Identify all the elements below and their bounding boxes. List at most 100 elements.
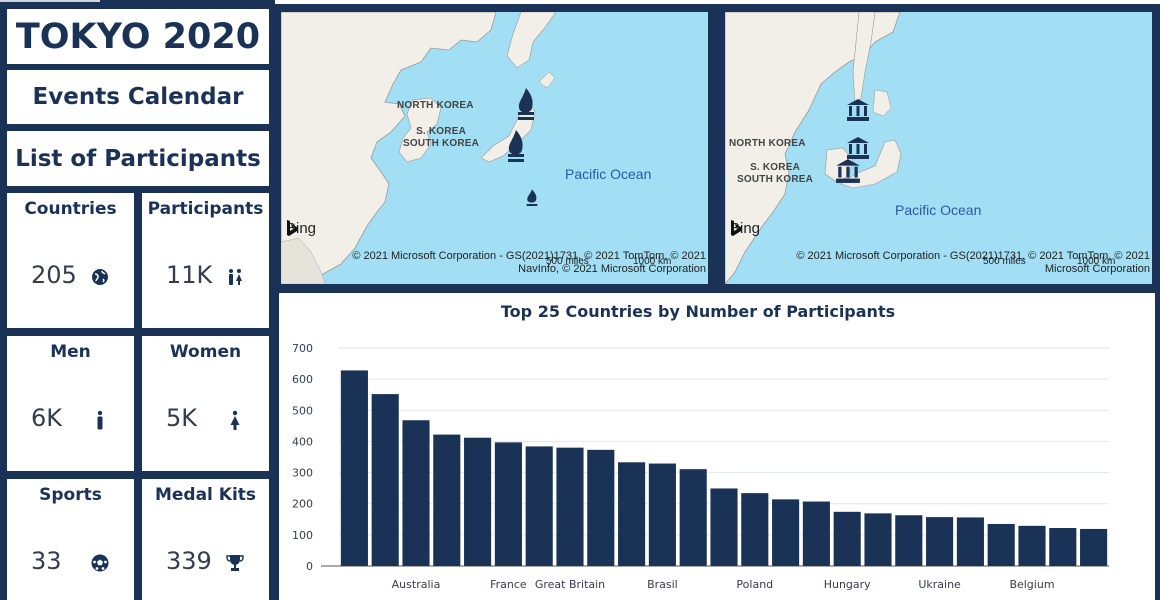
- bar: [1049, 528, 1077, 566]
- card-title: Participants: [147, 199, 264, 219]
- bar: [802, 501, 830, 566]
- bar: [494, 442, 522, 566]
- ocean-label: Pacific Ocean: [565, 166, 652, 182]
- south-korea-label: S. KOREA SOUTH KOREA: [737, 162, 814, 185]
- x-tick-label: Hungary: [824, 578, 871, 591]
- bar: [833, 511, 861, 566]
- y-tick-label: 100: [292, 529, 313, 542]
- women-card: Women 5K: [142, 336, 269, 471]
- medal-kits-card: Medal Kits 339: [142, 479, 269, 600]
- top-border-line: [0, 0, 100, 2]
- woman-icon: [230, 410, 240, 430]
- card-title: Men: [50, 342, 91, 362]
- map-left[interactable]: NORTH KOREA S. KOREA SOUTH KOREA Pacific…: [281, 12, 708, 284]
- people-icon: [229, 269, 242, 285]
- countries-card: Countries 205: [7, 193, 134, 328]
- north-korea-label: NORTH KOREA: [729, 138, 806, 149]
- bar: [433, 434, 461, 566]
- page-title-text: TOKYO 2020: [15, 16, 261, 57]
- north-korea-label: NORTH KOREA: [397, 100, 474, 111]
- olympic-flame-icon[interactable]: [515, 86, 537, 126]
- scale-miles: 500 miles: [546, 256, 589, 267]
- x-tick-label: Brasil: [647, 578, 678, 591]
- bar: [402, 420, 430, 566]
- bar: [371, 394, 399, 566]
- list-of-participants-button[interactable]: List of Participants: [7, 131, 269, 186]
- bar: [464, 437, 492, 566]
- map-land: [281, 12, 557, 284]
- card-value: 339: [166, 547, 212, 575]
- scale-miles: 500 miles: [983, 256, 1026, 267]
- card-title: Countries: [24, 199, 117, 219]
- events-calendar-button[interactable]: Events Calendar: [7, 70, 269, 124]
- card-value: 11K: [166, 261, 213, 289]
- soccer-ball-icon: [91, 554, 109, 572]
- bar: [679, 469, 707, 566]
- bar: [864, 513, 892, 566]
- card-value: 6K: [31, 404, 63, 432]
- x-tick-label: Poland: [736, 578, 773, 591]
- map-land: [725, 12, 902, 284]
- x-tick-label: Great Britain: [535, 578, 605, 591]
- man-icon: [97, 410, 103, 430]
- trophy-icon: [226, 555, 244, 571]
- copyright-line-2: NavInfo, © 2021 Microsoft Corporation: [518, 263, 706, 275]
- bar: [648, 463, 676, 566]
- bar: [926, 517, 954, 566]
- y-tick-label: 700: [292, 342, 313, 355]
- copyright-line-2: Microsoft Corporation: [1044, 263, 1150, 275]
- map-right[interactable]: NORTH KOREA S. KOREA SOUTH KOREA Pacific…: [725, 12, 1152, 284]
- globe-icon: [92, 269, 108, 285]
- bing-logo: Bing: [730, 220, 760, 237]
- copyright-line-1: © 2021 Microsoft Corporation - GS(2021)1…: [352, 250, 706, 262]
- x-tick-label: Australia: [392, 578, 441, 591]
- scale-km: 1000 km: [1077, 256, 1116, 267]
- bar: [987, 523, 1015, 566]
- bing-logo: Bing: [286, 220, 316, 237]
- bing-icon: [731, 220, 741, 236]
- y-tick-label: 600: [292, 373, 313, 386]
- south-korea-label: S. KOREA SOUTH KOREA: [403, 126, 480, 149]
- stadium-icon[interactable]: [845, 98, 871, 122]
- bar: [1018, 525, 1046, 566]
- participants-card: Participants 11K: [142, 193, 269, 328]
- map-copyright: © 2021 Microsoft Corporation - GS(2021)1…: [796, 250, 1150, 276]
- bar: [525, 446, 553, 566]
- bar: [340, 370, 368, 566]
- bar: [556, 447, 584, 566]
- bing-icon: [287, 220, 297, 236]
- bar: [741, 493, 769, 566]
- scale-km: 1000 km: [633, 256, 672, 267]
- map-copyright: © 2021 Microsoft Corporation - GS(2021)1…: [352, 250, 706, 276]
- bar: [1080, 528, 1108, 566]
- chart-title: Top 25 Countries by Number of Participan…: [500, 302, 896, 321]
- card-value: 33: [31, 547, 62, 575]
- card-title: Medal Kits: [154, 485, 257, 505]
- stadium-icon[interactable]: [833, 158, 863, 184]
- stadium-icon[interactable]: [845, 136, 871, 160]
- events-calendar-label: Events Calendar: [32, 84, 244, 110]
- y-tick-label: 200: [292, 498, 313, 511]
- card-value: 205: [31, 261, 77, 289]
- x-tick-label: Ukraine: [918, 578, 961, 591]
- bar: [956, 517, 984, 566]
- bar: [618, 462, 646, 566]
- ocean-label: Pacific Ocean: [895, 202, 982, 218]
- bar: [772, 499, 800, 566]
- list-of-participants-label: List of Participants: [15, 145, 261, 172]
- bar: [895, 515, 923, 566]
- y-tick-label: 300: [292, 467, 313, 480]
- y-tick-label: 500: [292, 404, 313, 417]
- olympic-flame-icon[interactable]: [503, 128, 529, 168]
- card-value: 5K: [166, 404, 198, 432]
- sports-card: Sports 33: [7, 479, 134, 600]
- olympic-flame-icon[interactable]: [525, 188, 539, 208]
- bar: [710, 488, 738, 566]
- copyright-line-1: © 2021 Microsoft Corporation - GS(2021)1…: [796, 250, 1150, 262]
- card-title: Sports: [39, 485, 102, 505]
- y-tick-label: 400: [292, 435, 313, 448]
- men-card: Men 6K: [7, 336, 134, 471]
- card-title: Women: [169, 342, 242, 362]
- x-tick-label: Belgium: [1009, 578, 1054, 591]
- page-title: TOKYO 2020: [7, 9, 269, 64]
